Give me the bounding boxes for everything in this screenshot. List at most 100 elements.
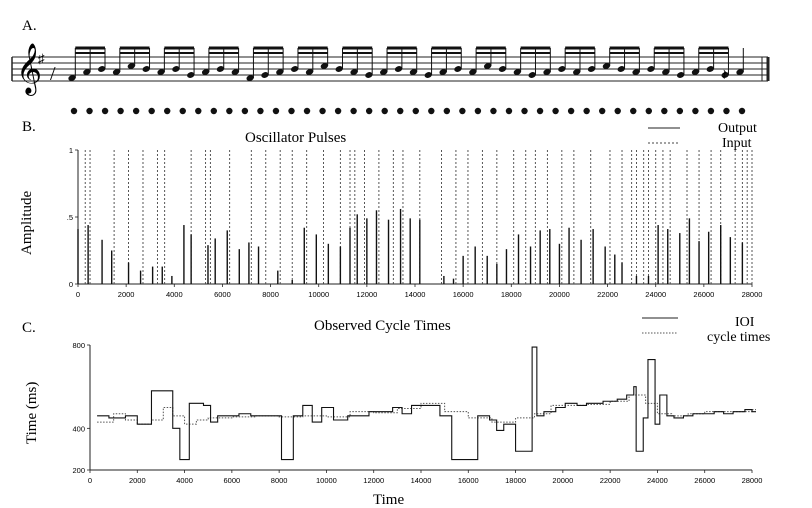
- beat-dot: [598, 107, 606, 115]
- note-head: [305, 69, 314, 75]
- rest-icon: 𝄽: [722, 67, 727, 84]
- chart-b-title: Oscillator Pulses: [245, 130, 346, 146]
- chart-b-x-tick-label: 20000: [549, 290, 570, 299]
- panel-c-label: C.: [22, 320, 36, 336]
- chart-b-x-tick-label: 0: [76, 290, 80, 299]
- note-head: [528, 72, 536, 78]
- beat-dot: [303, 107, 311, 115]
- beat-dot: [381, 107, 388, 115]
- treble-clef-icon: 𝄞: [16, 44, 42, 96]
- note-head: [276, 69, 284, 75]
- note-head: [632, 69, 640, 75]
- beat-dot: [272, 107, 280, 115]
- note-head: [543, 69, 551, 75]
- note-head: [424, 72, 432, 78]
- chart-c-x-tick-label: 6000: [224, 476, 241, 485]
- note-head: [261, 72, 269, 78]
- chart-b-x-tick-label: 4000: [166, 290, 183, 299]
- beat-dot: [614, 107, 621, 115]
- beat-dot: [132, 107, 140, 115]
- chart-c-x-tick-label: 8000: [271, 476, 288, 485]
- beat-dot: [164, 107, 171, 115]
- chart-b-y-tick-label: .5: [67, 213, 73, 222]
- chart-b-x-tick-label: 28000: [742, 290, 763, 299]
- chart-c-x-tick-label: 18000: [505, 476, 526, 485]
- note-head: [469, 69, 477, 75]
- chart-c-y-tick-label: 200: [72, 466, 85, 475]
- beat-dot: [536, 107, 544, 115]
- chart-c-x-tick-label: 2000: [129, 476, 146, 485]
- chart-b-x-tick-label: 2000: [118, 290, 135, 299]
- chart-b-x-tick-label: 18000: [501, 290, 522, 299]
- chart-b-ylabel: Amplitude: [19, 190, 35, 255]
- note-head: [602, 63, 611, 69]
- beat-dot: [350, 107, 357, 115]
- beat-dot: [474, 107, 482, 115]
- chart-c-x-tick-label: 14000: [411, 476, 432, 485]
- chart-c-x-tick-label: 16000: [458, 476, 479, 485]
- note-head: [83, 69, 91, 75]
- beat-dot: [459, 107, 466, 115]
- beat-dot: [428, 107, 435, 115]
- beat-dot: [101, 107, 109, 115]
- beat-dot: [241, 107, 249, 115]
- chart-c-x-tick-label: 10000: [316, 476, 337, 485]
- note-head: [498, 66, 507, 72]
- beat-dot: [86, 107, 93, 115]
- chart-b-y-tick-label: 0: [69, 280, 73, 289]
- chart-c-title: Observed Cycle Times: [314, 318, 451, 334]
- beat-dot: [334, 107, 342, 115]
- chart-c-x-tick-label: 26000: [694, 476, 715, 485]
- chart-c-x-tick-label: 12000: [363, 476, 384, 485]
- note-head: [409, 69, 418, 75]
- beat-dot: [70, 107, 78, 115]
- beat-dot: [319, 107, 326, 115]
- music-notes: 𝄽: [68, 46, 744, 84]
- chart-c-y-tick-label: 400: [72, 424, 85, 433]
- note-head: [721, 72, 729, 78]
- chart-b-plot: 0 2000 4000 6000 8000 10000 12000 14000 16000 180…: [67, 146, 763, 299]
- beat-dot: [397, 107, 404, 115]
- beat-dot: [630, 107, 637, 115]
- note-head: [157, 69, 165, 75]
- beat-dot: [505, 107, 513, 115]
- beat-dot: [567, 107, 575, 115]
- beat-dot: [645, 107, 652, 115]
- chart-c-ylabel: Time (ms): [24, 382, 40, 444]
- note-head: [97, 66, 106, 72]
- music-staff: 𝄞♯ /: [11, 44, 770, 96]
- note-head: [187, 72, 195, 78]
- note-head: [483, 63, 492, 69]
- note-head: [231, 69, 239, 75]
- chart-c-x-tick-label: 28000: [742, 476, 763, 485]
- note-head: [216, 66, 225, 72]
- beat-dot: [148, 107, 155, 115]
- beat-dot: [226, 107, 233, 115]
- note-head: [112, 69, 121, 75]
- chart-c-x-tick-label: 4000: [176, 476, 193, 485]
- note-head: [691, 69, 700, 75]
- beat-dot: [521, 107, 528, 115]
- beat-dot: [195, 107, 202, 115]
- chart-c-x-tick-label: 22000: [600, 476, 621, 485]
- beat-dot: [288, 107, 295, 115]
- beat-dot: [676, 107, 684, 115]
- chart-c-y-tick-label: 800: [72, 341, 85, 350]
- chart-c-xlabel: Time: [373, 492, 404, 508]
- legend-input-label: Input: [722, 136, 752, 151]
- panel-a-label: A.: [22, 18, 37, 34]
- beat-dot: [583, 107, 590, 115]
- beat-dot: [738, 107, 746, 115]
- note-head: [172, 66, 180, 72]
- beat-dots: [70, 107, 746, 115]
- panel-b-label: B.: [22, 119, 36, 135]
- note-head: [617, 66, 625, 72]
- beat-dot: [692, 107, 699, 115]
- chart-b-x-tick-label: 24000: [645, 290, 666, 299]
- note-head: [201, 69, 210, 75]
- legend-cycle-label: cycle times: [707, 330, 770, 345]
- note-head: [320, 63, 329, 69]
- note-head: [587, 66, 596, 72]
- chart-b-legend: Output Input: [648, 121, 757, 151]
- beat-dot: [490, 107, 497, 115]
